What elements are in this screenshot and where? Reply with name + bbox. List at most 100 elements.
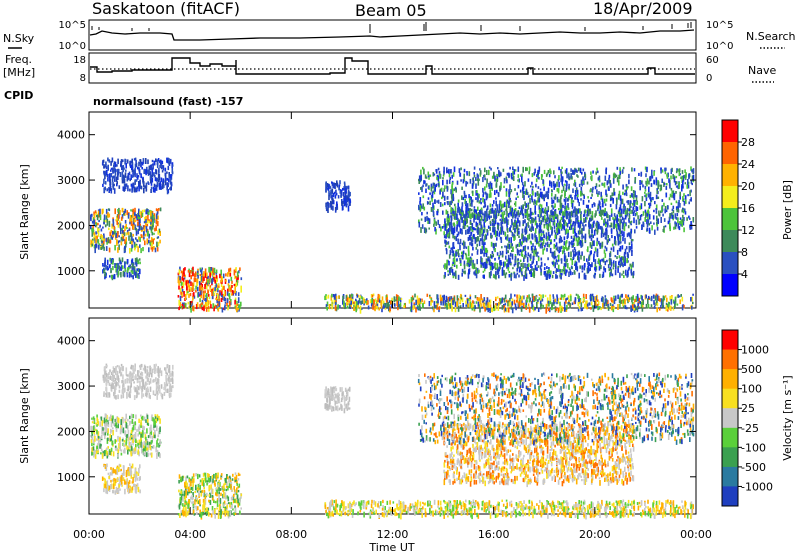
data-cell — [482, 232, 484, 237]
data-cell — [468, 209, 471, 216]
data-cell — [170, 186, 172, 191]
data-cell — [496, 205, 499, 212]
data-cell — [624, 210, 627, 215]
data-cell — [490, 209, 492, 214]
data-cell — [667, 205, 669, 210]
data-cell — [611, 243, 614, 247]
data-cell — [443, 274, 446, 279]
data-cell — [181, 271, 184, 277]
data-cell — [482, 303, 485, 309]
data-cell — [156, 241, 158, 247]
data-cell — [222, 293, 224, 300]
data-cell — [112, 265, 114, 271]
data-cell — [663, 225, 665, 231]
data-cell — [592, 170, 594, 174]
data-cell — [456, 180, 459, 185]
data-cell — [486, 178, 488, 184]
data-cell — [605, 221, 607, 225]
data-cell — [134, 207, 136, 213]
data-cell — [458, 242, 461, 245]
data-cell — [499, 264, 501, 270]
data-cell — [601, 296, 604, 299]
data-cell — [555, 307, 558, 311]
data-cell — [178, 269, 181, 275]
data-cell — [609, 271, 612, 276]
data-cell — [632, 270, 635, 276]
data-cell — [329, 186, 332, 189]
data-cell — [616, 166, 619, 170]
data-cell — [202, 290, 205, 295]
data-cell — [442, 297, 445, 304]
data-cell — [498, 297, 501, 302]
data-cell — [120, 266, 122, 271]
data-cell — [495, 200, 497, 207]
data-cell — [603, 213, 606, 217]
data-cell — [465, 229, 467, 235]
data-cell — [118, 235, 120, 238]
data-cell — [122, 236, 125, 240]
data-cell — [508, 237, 510, 242]
data-cell — [356, 294, 359, 298]
data-cell — [446, 299, 448, 302]
data-cell — [190, 307, 192, 313]
data-cell — [536, 261, 538, 266]
data-cell — [120, 271, 122, 278]
data-cell — [511, 176, 514, 180]
data-cell — [235, 267, 237, 271]
data-cell — [98, 220, 100, 223]
data-cell — [583, 214, 585, 218]
data-cell — [547, 193, 549, 200]
data-cell — [471, 199, 474, 203]
data-cell — [367, 300, 369, 305]
data-cell — [446, 229, 448, 235]
data-cell — [327, 205, 330, 208]
data-cell — [510, 210, 512, 217]
data-cell — [380, 300, 382, 306]
data-cell — [509, 227, 511, 231]
data-cell — [117, 223, 120, 228]
data-cell — [501, 214, 504, 219]
data-cell — [117, 169, 120, 174]
data-cell — [548, 218, 550, 224]
data-cell — [133, 268, 136, 274]
data-cell — [622, 236, 624, 242]
data-cell — [589, 235, 591, 239]
data-cell — [134, 171, 136, 178]
data-cell — [155, 169, 158, 175]
data-cell — [466, 218, 468, 223]
data-cell — [522, 192, 524, 199]
data-cell — [144, 240, 146, 246]
data-cell — [434, 186, 436, 192]
data-cell — [130, 160, 132, 164]
data-cell — [624, 214, 627, 220]
station-title: Saskatoon (fitACF) — [92, 0, 240, 18]
data-cell — [331, 197, 334, 203]
data-cell — [518, 249, 520, 253]
data-cell — [220, 294, 223, 297]
data-cell — [684, 195, 687, 200]
data-cell — [560, 209, 562, 212]
data-cell — [463, 173, 465, 180]
data-cell — [461, 217, 463, 223]
data-cell — [634, 200, 636, 204]
data-cell — [343, 195, 345, 198]
data-cell — [539, 243, 542, 249]
data-cell — [438, 171, 441, 176]
data-cell — [109, 257, 111, 262]
data-cell — [522, 265, 524, 269]
data-cell — [485, 300, 488, 306]
data-cell — [613, 219, 616, 225]
data-cell — [518, 262, 520, 265]
data-cell — [690, 297, 692, 302]
data-cell — [132, 225, 135, 230]
data-cell — [526, 295, 529, 299]
data-cell — [628, 220, 630, 223]
data-cell — [161, 184, 164, 190]
data-cell — [551, 199, 553, 205]
data-cell — [564, 169, 567, 174]
data-cell — [134, 215, 136, 219]
data-cell — [574, 249, 577, 252]
data-cell — [436, 304, 438, 310]
data-cell — [486, 263, 488, 269]
data-cell — [529, 254, 531, 258]
